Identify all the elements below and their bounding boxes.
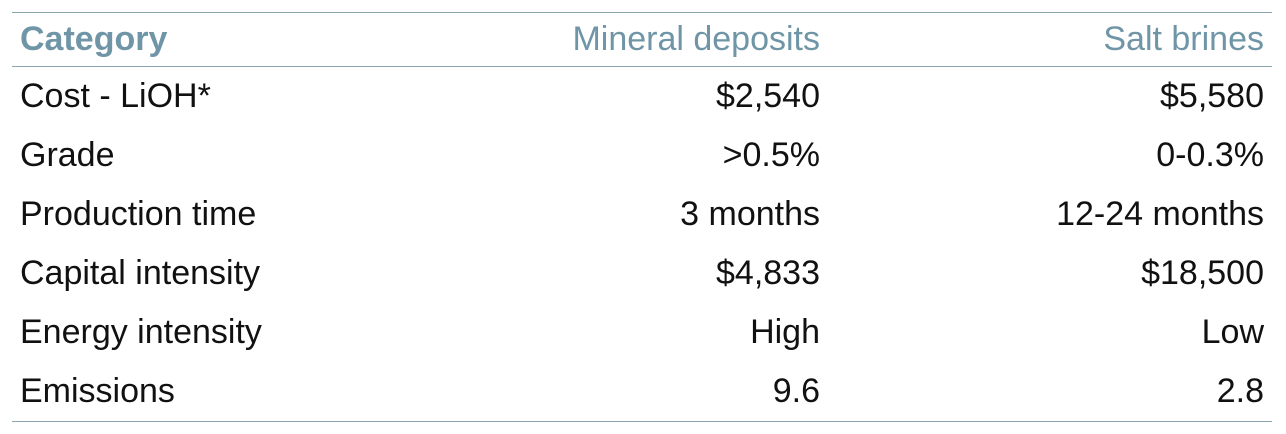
row-mineral-value: $2,540 (716, 77, 820, 115)
comparison-table: Category Mineral deposits Salt brines Co… (12, 12, 1272, 422)
row-mineral-value: 9.6 (772, 372, 820, 410)
row-brine-value: Low (1201, 313, 1264, 351)
row-category: Cost - LiOH* (20, 77, 211, 115)
row-category: Capital intensity (20, 254, 261, 292)
header-category: Category (20, 20, 168, 58)
header-mineral-deposits: Mineral deposits (572, 20, 820, 58)
row-category: Emissions (20, 372, 175, 410)
table-row: Grade >0.5% 0-0.3% (12, 126, 1272, 185)
comparison-table-wrapper: Category Mineral deposits Salt brines Co… (12, 12, 1272, 422)
row-mineral-value: 3 months (680, 195, 820, 233)
row-category: Grade (20, 136, 115, 174)
row-brine-value: $5,580 (1160, 77, 1264, 115)
row-mineral-value: $4,833 (716, 254, 820, 292)
table-row: Production time 3 months 12-24 months (12, 185, 1272, 244)
header-row: Category Mineral deposits Salt brines (12, 12, 1272, 67)
row-brine-value: 12-24 months (1056, 195, 1264, 233)
table-body: Cost - LiOH* $2,540 $5,580 Grade >0.5% 0… (12, 67, 1272, 422)
table-row: Emissions 9.6 2.8 (12, 362, 1272, 422)
row-mineral-value: >0.5% (722, 136, 820, 174)
row-category: Production time (20, 195, 257, 233)
row-category: Energy intensity (20, 313, 262, 351)
row-brine-value: $18,500 (1141, 254, 1264, 292)
table-row: Cost - LiOH* $2,540 $5,580 (12, 67, 1272, 127)
table-header: Category Mineral deposits Salt brines (12, 12, 1272, 67)
table-row: Capital intensity $4,833 $18,500 (12, 244, 1272, 303)
table-row: Energy intensity High Low (12, 303, 1272, 362)
row-brine-value: 2.8 (1216, 372, 1264, 410)
row-brine-value: 0-0.3% (1156, 136, 1264, 174)
header-salt-brines: Salt brines (1103, 20, 1264, 58)
row-mineral-value: High (750, 313, 820, 351)
